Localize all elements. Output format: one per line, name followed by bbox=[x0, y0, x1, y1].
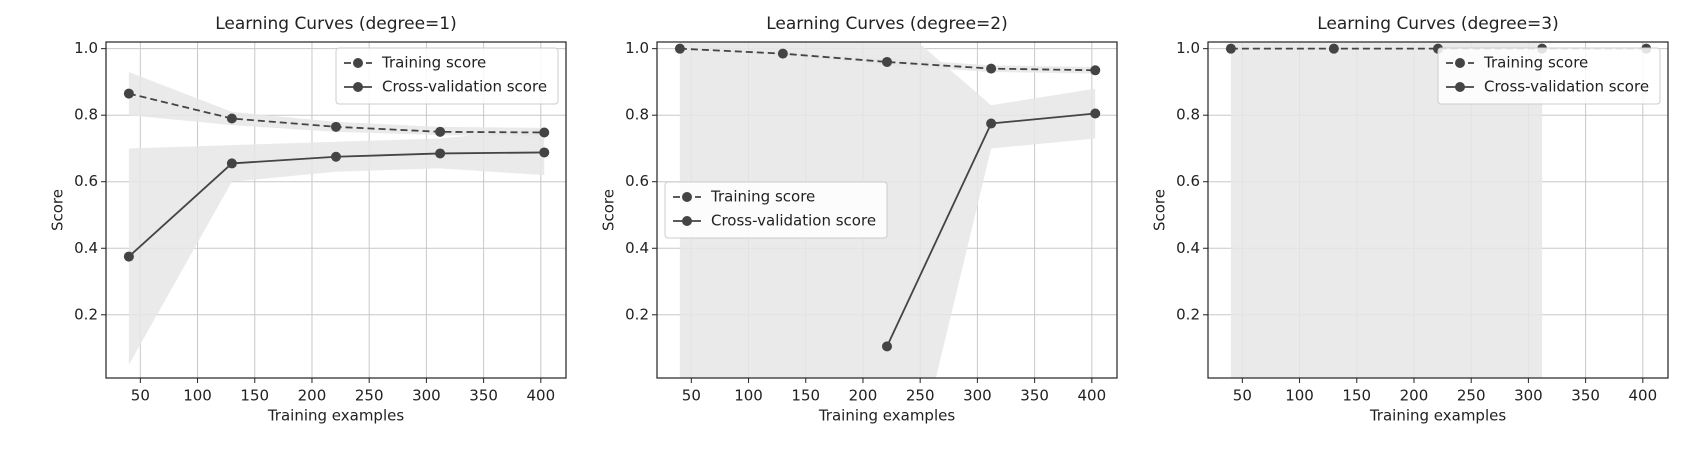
legend: Training score Cross-validation score bbox=[1437, 47, 1661, 105]
x-tick-label: 400 bbox=[1629, 387, 1658, 405]
axes-frame bbox=[105, 41, 567, 379]
plot-area bbox=[123, 71, 550, 365]
y-tick-label: 0.8 bbox=[74, 106, 98, 124]
x-tick-label: 350 bbox=[469, 387, 498, 405]
x-tick-label: 100 bbox=[734, 387, 763, 405]
point bbox=[1225, 43, 1236, 54]
point bbox=[986, 63, 997, 74]
x-axis-label: Training examples bbox=[818, 407, 956, 425]
legend-box bbox=[1437, 47, 1661, 105]
x-axis-label: Training examples bbox=[1369, 407, 1507, 425]
point bbox=[1090, 65, 1101, 76]
x-tick-label: 100 bbox=[1285, 387, 1314, 405]
y-tick-label: 1.0 bbox=[625, 39, 649, 57]
x-tick-label: 400 bbox=[527, 387, 556, 405]
band bbox=[128, 128, 545, 365]
x-tick-label: 300 bbox=[1514, 387, 1543, 405]
x-tick-label: 200 bbox=[298, 387, 327, 405]
x-tick-label: 50 bbox=[1233, 387, 1252, 405]
y-tick-label: 0.4 bbox=[625, 239, 649, 257]
legend-marker bbox=[353, 58, 363, 68]
legend-marker bbox=[353, 82, 363, 92]
x-tick-label: 400 bbox=[1078, 387, 1107, 405]
x-tick-label: 300 bbox=[963, 387, 992, 405]
x-tick-label: 200 bbox=[849, 387, 878, 405]
point bbox=[674, 43, 685, 54]
y-axis-label: Score bbox=[600, 189, 618, 231]
legend-box bbox=[664, 181, 888, 239]
x-tick-label: 100 bbox=[183, 387, 212, 405]
x-tick-label: 50 bbox=[682, 387, 701, 405]
x-tick-label: 150 bbox=[240, 387, 269, 405]
legend-label: Training score bbox=[710, 188, 815, 206]
panel: Learning Curves (degree=1) 50 100 150 200 250… bbox=[49, 14, 567, 425]
legend-marker bbox=[682, 192, 692, 202]
point bbox=[435, 148, 446, 159]
point bbox=[123, 251, 134, 262]
legend: Training score Cross-validation score bbox=[335, 47, 559, 105]
point bbox=[882, 341, 892, 352]
y-tick-label: 0.8 bbox=[625, 106, 649, 124]
point bbox=[226, 158, 237, 169]
point bbox=[123, 88, 134, 99]
legend-marker bbox=[1455, 58, 1465, 68]
y-tick-label: 0.6 bbox=[74, 172, 98, 190]
x-tick-label: 250 bbox=[355, 387, 384, 405]
y-tick-label: 0.2 bbox=[74, 305, 98, 323]
legend-marker bbox=[1455, 82, 1465, 92]
x-axis-label: Training examples bbox=[267, 407, 405, 425]
x-tick-label: 150 bbox=[791, 387, 820, 405]
y-tick-label: 0.4 bbox=[74, 239, 98, 257]
legend-label: Training score bbox=[381, 54, 486, 72]
panel: Learning Curves (degree=3) 50 100 150 200 250… bbox=[1151, 14, 1669, 425]
x-tick-label: 150 bbox=[1342, 387, 1371, 405]
y-axis-label: Score bbox=[1151, 189, 1169, 231]
legend-box bbox=[335, 47, 559, 105]
axes-frame bbox=[656, 41, 1118, 379]
point bbox=[539, 147, 550, 158]
legend-label: Cross-validation score bbox=[1484, 78, 1649, 96]
x-tick-label: 350 bbox=[1571, 387, 1600, 405]
legend-label: Cross-validation score bbox=[382, 78, 547, 96]
legend-label: Cross-validation score bbox=[711, 212, 876, 230]
y-tick-label: 0.2 bbox=[1176, 305, 1200, 323]
point bbox=[331, 151, 341, 162]
series-line bbox=[679, 47, 1096, 72]
chart-title: Learning Curves (degree=1) bbox=[215, 14, 457, 34]
x-tick-label: 200 bbox=[1400, 387, 1429, 405]
legend-label: Training score bbox=[1483, 54, 1588, 72]
chart-title: Learning Curves (degree=2) bbox=[766, 14, 1008, 34]
point bbox=[777, 48, 788, 59]
band bbox=[1230, 42, 1543, 378]
point bbox=[882, 56, 892, 67]
point bbox=[226, 113, 237, 124]
y-tick-label: 0.4 bbox=[1176, 239, 1200, 257]
x-tick-label: 350 bbox=[1020, 387, 1049, 405]
y-tick-label: 1.0 bbox=[74, 39, 98, 57]
x-tick-label: 250 bbox=[906, 387, 935, 405]
y-tick-label: 0.2 bbox=[625, 305, 649, 323]
axes-frame bbox=[1207, 41, 1669, 379]
y-tick-label: 1.0 bbox=[1176, 39, 1200, 57]
x-tick-label: 300 bbox=[412, 387, 441, 405]
point bbox=[539, 127, 550, 138]
legend: Training score Cross-validation score bbox=[664, 181, 888, 239]
y-tick-label: 0.6 bbox=[1176, 172, 1200, 190]
x-tick-label: 50 bbox=[131, 387, 150, 405]
point bbox=[1328, 43, 1339, 54]
point bbox=[331, 121, 341, 132]
y-tick-label: 0.6 bbox=[625, 172, 649, 190]
y-axis-label: Score bbox=[49, 189, 67, 231]
legend-marker bbox=[682, 216, 692, 226]
panel: Learning Curves (degree=2) 50 100 150 200 250… bbox=[600, 14, 1118, 425]
point bbox=[986, 118, 997, 129]
plot-area bbox=[674, 42, 1101, 378]
x-tick-label: 250 bbox=[1457, 387, 1486, 405]
y-tick-label: 0.8 bbox=[1176, 106, 1200, 124]
point bbox=[1090, 108, 1101, 119]
chart-title: Learning Curves (degree=3) bbox=[1317, 14, 1559, 34]
point bbox=[435, 126, 446, 137]
